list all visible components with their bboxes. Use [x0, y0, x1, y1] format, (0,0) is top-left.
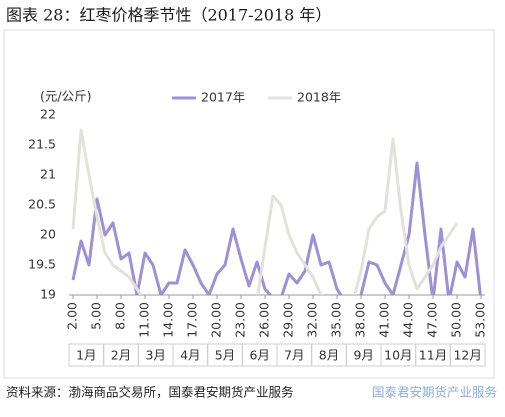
figure-title: 图表 28：红枣价格季节性（2017-2018 年）: [6, 6, 331, 25]
legend-label: 2018年: [297, 90, 341, 105]
x-tick-label: 2.00: [65, 302, 80, 330]
watermark: 国泰君安期货产业服务: [372, 385, 497, 400]
x-tick-label: 20.00: [209, 302, 224, 338]
x-tick-label: 23.00: [233, 302, 248, 338]
y-tick-label: 21.5: [28, 137, 56, 152]
source: 资料来源：渤海商品交易所，国泰君安期货产业服务: [6, 385, 294, 400]
month-label: 11月: [419, 348, 447, 363]
month-label: 8月: [319, 348, 339, 363]
x-tick-label: 29.00: [281, 302, 296, 338]
legend-label: 2017年: [201, 90, 245, 105]
month-label: 2月: [111, 348, 131, 363]
y-unit: (元/公斤): [40, 89, 91, 104]
y-tick-label: 19.5: [28, 257, 56, 272]
month-label: 4月: [180, 348, 200, 363]
y-tick-label: 21: [40, 167, 56, 182]
x-tick-label: 38.00: [353, 302, 368, 338]
x-tick-label: 41.00: [377, 302, 392, 338]
month-label: 6月: [249, 348, 269, 363]
x-tick-label: 47.00: [425, 302, 440, 338]
month-label: 7月: [284, 348, 304, 363]
y-tick-label: 22: [40, 107, 56, 122]
plot-area: [71, 128, 482, 295]
y-tick-label: 19: [40, 287, 56, 302]
chart-frame: [3, 29, 495, 379]
x-tick-label: 5.00: [89, 302, 104, 330]
series-line: [71, 128, 459, 295]
month-label: 10月: [384, 348, 412, 363]
x-tick-label: 26.00: [257, 302, 272, 338]
y-tick-label: 20: [40, 227, 56, 242]
month-label: 3月: [145, 348, 165, 363]
y-tick-label: 20.5: [28, 197, 56, 212]
x-tick-label: 53.00: [473, 302, 488, 338]
x-tick-label: 35.00: [329, 302, 344, 338]
x-tick-label: 44.00: [401, 302, 416, 338]
x-tick-label: 11.00: [137, 302, 152, 338]
series-line: [71, 161, 482, 295]
x-tick-label: 17.00: [185, 302, 200, 338]
x-tick-label: 50.00: [449, 302, 464, 338]
month-label: 12月: [453, 348, 481, 363]
month-label: 5月: [215, 348, 235, 363]
x-tick-label: 14.00: [161, 302, 176, 338]
month-label: 1月: [76, 348, 96, 363]
x-tick-label: 8.00: [113, 302, 128, 330]
month-cell: [449, 343, 486, 367]
month-label: 9月: [353, 348, 373, 363]
x-tick-label: 32.00: [305, 302, 320, 338]
